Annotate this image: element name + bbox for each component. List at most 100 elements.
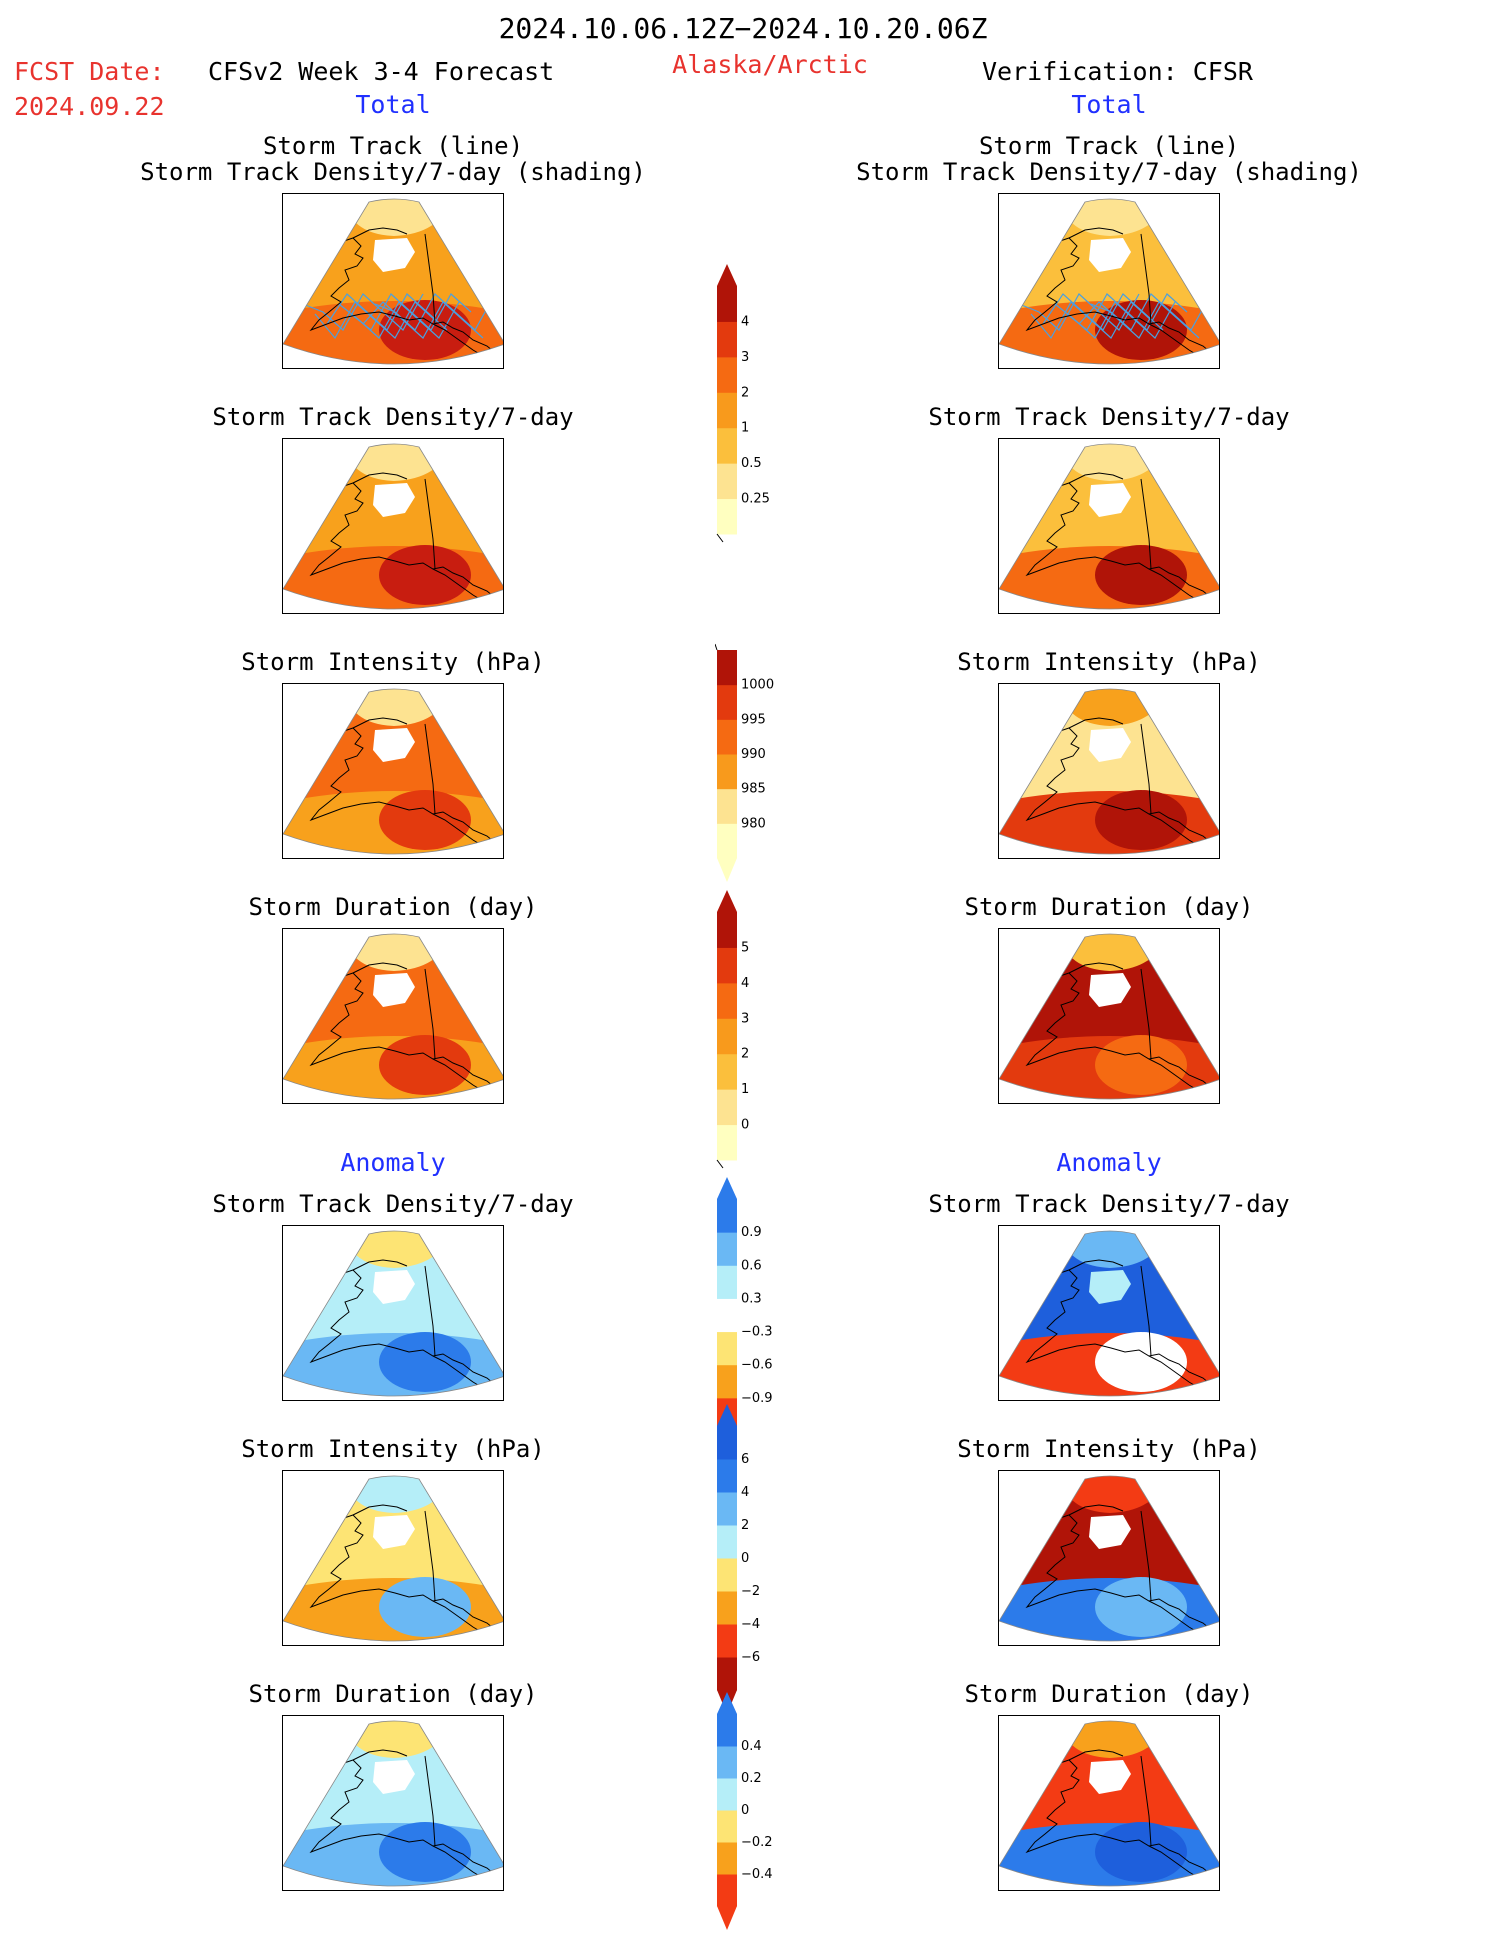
colorbar-tick-label: 0.4 xyxy=(741,1739,762,1754)
map-fcst-density-anom xyxy=(283,1230,503,1397)
title-fcst-track-shading: Storm Track Density/7-day (shading) xyxy=(140,158,646,186)
colorbar-swatch xyxy=(717,719,737,755)
coastline xyxy=(432,1056,500,1092)
map-fcst-duration xyxy=(283,933,503,1100)
colorbar-swatch xyxy=(717,1624,737,1658)
border-line xyxy=(424,233,436,325)
coastline xyxy=(352,1749,408,1761)
title-cfsr-intensity: Storm Intensity (hPa) xyxy=(957,648,1261,676)
colorbar-swatch xyxy=(717,650,737,686)
colorbar-swatch xyxy=(717,947,737,984)
colorbar-tick-label: 0.2 xyxy=(741,1771,762,1786)
total-label-right: Total xyxy=(1071,90,1147,119)
colorbar-swatch xyxy=(717,498,737,535)
colorbar-swatch xyxy=(717,321,737,358)
coastline xyxy=(1025,1269,1200,1389)
map-fcst-intensity-anom xyxy=(283,1475,503,1642)
colorbar-tick-label: 3 xyxy=(741,1011,749,1026)
title-cfsr-density: Storm Track Density/7-day xyxy=(928,403,1290,431)
map-fcst-intensity xyxy=(283,688,503,855)
title-fcst-intensity-anom: Storm Intensity (hPa) xyxy=(241,1435,545,1463)
border-line xyxy=(424,968,436,1060)
storm-track-line xyxy=(1090,293,1212,331)
coastline xyxy=(1025,482,1200,602)
coastline xyxy=(1025,1514,1200,1634)
colorbar-swatch xyxy=(717,1842,737,1875)
colorbar-tick-label: 4 xyxy=(741,1485,749,1500)
colorbar-tick-label: 0.3 xyxy=(741,1291,762,1306)
title-cfsr-duration: Storm Duration (day) xyxy=(964,893,1254,921)
coastline xyxy=(1148,1843,1216,1879)
border-line xyxy=(1140,478,1152,570)
map-fcst-track xyxy=(283,198,503,365)
colorbar-tick-label: 0.25 xyxy=(741,492,770,507)
colorbar-swatch xyxy=(717,1810,737,1843)
coastline xyxy=(1068,962,1124,974)
colorbar-tick-label: −6 xyxy=(741,1650,760,1665)
colorbar-swatch xyxy=(717,1714,737,1747)
colorbar-duration-anom: 0.4 0.2 0 −0.2 −0.4 xyxy=(715,1690,785,1938)
colorbar-swatch xyxy=(717,1591,737,1625)
colorbar-tick-label: 2 xyxy=(741,1047,749,1062)
map-panel xyxy=(282,1225,504,1401)
map-panel xyxy=(998,193,1220,369)
title-fcst-track-line: Storm Track (line) xyxy=(262,132,524,160)
coastline xyxy=(309,1759,484,1879)
colorbar-swatch xyxy=(717,788,737,824)
colorbar-tick-label: 4 xyxy=(741,314,749,329)
coastline xyxy=(432,321,500,357)
colorbar-tick-label: 4 xyxy=(741,976,749,991)
field-blank xyxy=(1089,1760,1131,1794)
colorbar-swatch xyxy=(717,1089,737,1126)
colorbar-swatch xyxy=(717,1874,737,1907)
map-panel xyxy=(998,1715,1220,1891)
storm-track-line xyxy=(1066,293,1188,331)
field-blank xyxy=(1089,973,1131,1007)
colorbar-tick-label: 990 xyxy=(741,747,766,762)
field-blank xyxy=(373,238,415,272)
map-outline xyxy=(999,933,1219,1100)
coastline xyxy=(352,227,408,239)
map-panel xyxy=(998,1225,1220,1401)
border-line xyxy=(424,1510,436,1602)
colorbar-swatch xyxy=(717,1298,737,1333)
field-blank xyxy=(1089,728,1131,762)
coastline xyxy=(1068,472,1124,484)
colorbar-swatch xyxy=(717,1199,737,1233)
coastline xyxy=(309,482,484,602)
border-line xyxy=(1140,723,1152,815)
map-cfsr-duration-anom xyxy=(999,1720,1219,1887)
colorbar-tick-label: −0.2 xyxy=(741,1835,773,1850)
colorbar-tick-label: 1 xyxy=(741,1082,749,1097)
colorbar-swatch xyxy=(717,1018,737,1055)
colorbar-intensity-anom: 6 4 2 0 −2 −4 −6 xyxy=(715,1402,785,1722)
field-blank xyxy=(373,1270,415,1304)
title-fcst-duration: Storm Duration (day) xyxy=(248,893,538,921)
colorbar-tip-top xyxy=(717,1177,737,1199)
colorbar-tick-label: 2 xyxy=(741,385,749,400)
field-core xyxy=(379,1035,471,1095)
field-core xyxy=(1095,790,1187,850)
colorbar-swatch xyxy=(717,1558,737,1592)
field-core xyxy=(1095,1577,1187,1637)
colorbar-tip-top xyxy=(717,1404,737,1426)
coastline xyxy=(1068,717,1124,729)
field-core xyxy=(379,1332,471,1392)
field-core xyxy=(1095,300,1187,360)
map-panel xyxy=(282,193,504,369)
colorbar-swatch xyxy=(717,684,737,720)
colorbar-swatch xyxy=(717,392,737,429)
colorbar-swatch xyxy=(717,1525,737,1559)
colorbar-tip-bottom xyxy=(717,858,737,882)
colorbar-tip-bottom xyxy=(717,1906,737,1930)
map-fcst-duration-anom xyxy=(283,1720,503,1887)
coastline xyxy=(432,811,500,847)
colorbar-tail-bottom xyxy=(716,1159,724,1169)
field-blank xyxy=(373,728,415,762)
map-panel xyxy=(282,1470,504,1646)
colorbar-swatch xyxy=(717,356,737,393)
colorbar-swatch xyxy=(717,754,737,790)
title-cfsr-intensity-anom: Storm Intensity (hPa) xyxy=(957,1435,1261,1463)
border-line xyxy=(1140,968,1152,1060)
colorbar-tick-label: 980 xyxy=(741,816,766,831)
